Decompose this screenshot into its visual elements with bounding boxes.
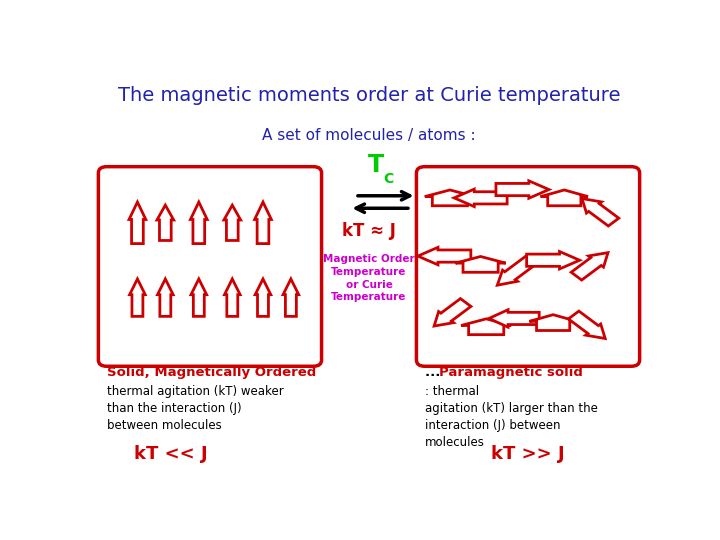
- Polygon shape: [224, 205, 240, 240]
- Polygon shape: [489, 310, 539, 327]
- Text: Magnetic Order
Temperature
or Curie
Temperature: Magnetic Order Temperature or Curie Temp…: [323, 254, 415, 302]
- Text: kT >> J: kT >> J: [491, 444, 565, 463]
- Polygon shape: [571, 253, 608, 280]
- FancyBboxPatch shape: [416, 167, 639, 366]
- Text: thermal agitation (kT) weaker
than the interaction (J)
between molecules: thermal agitation (kT) weaker than the i…: [107, 385, 284, 432]
- Polygon shape: [157, 205, 174, 240]
- Text: : thermal
agitation (kT) larger than the
interaction (J) between
molecules: : thermal agitation (kT) larger than the…: [425, 385, 598, 449]
- Polygon shape: [541, 190, 588, 206]
- Polygon shape: [425, 190, 475, 206]
- Polygon shape: [526, 252, 580, 269]
- Polygon shape: [461, 319, 511, 335]
- Polygon shape: [255, 279, 271, 316]
- Polygon shape: [454, 189, 507, 207]
- Polygon shape: [190, 202, 207, 244]
- Polygon shape: [498, 256, 536, 285]
- Text: The magnetic moments order at Curie temperature: The magnetic moments order at Curie temp…: [118, 85, 620, 105]
- Polygon shape: [283, 279, 299, 316]
- Text: T: T: [368, 153, 384, 177]
- Text: Paramagnetic solid: Paramagnetic solid: [438, 366, 582, 379]
- Polygon shape: [529, 315, 577, 330]
- Text: kT << J: kT << J: [134, 444, 208, 463]
- Polygon shape: [129, 202, 145, 244]
- Polygon shape: [496, 181, 549, 198]
- Text: kT ≈ J: kT ≈ J: [342, 222, 396, 240]
- Polygon shape: [191, 279, 207, 316]
- Text: Solid, Magnetically Ordered: Solid, Magnetically Ordered: [107, 366, 316, 379]
- Polygon shape: [418, 247, 471, 265]
- Polygon shape: [456, 256, 505, 272]
- Polygon shape: [225, 279, 240, 316]
- Polygon shape: [582, 199, 618, 226]
- Text: ...: ...: [425, 366, 445, 379]
- Polygon shape: [158, 279, 173, 316]
- Text: A set of molecules / atoms :: A set of molecules / atoms :: [262, 128, 476, 143]
- Polygon shape: [434, 299, 471, 326]
- Text: C: C: [384, 172, 394, 186]
- Polygon shape: [255, 202, 271, 244]
- Polygon shape: [568, 311, 606, 339]
- Polygon shape: [130, 279, 145, 316]
- FancyBboxPatch shape: [99, 167, 322, 366]
